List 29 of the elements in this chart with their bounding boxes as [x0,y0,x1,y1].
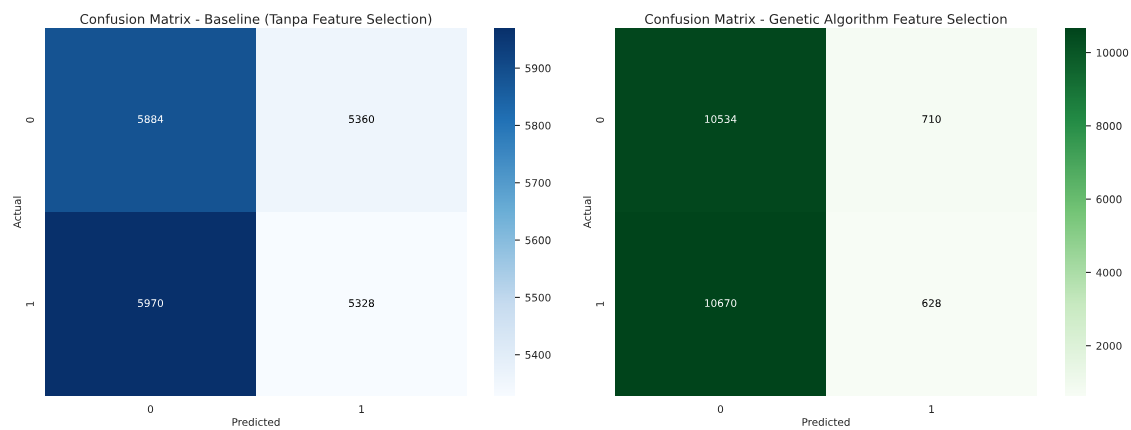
x-tick-label: 1 [929,405,934,413]
x-axis-title: Predicted [232,417,280,426]
data-label: 5970 [138,299,164,308]
color-bar-label: 6000 [1096,195,1122,204]
data-label: 710 [922,115,941,124]
color-bar-label: 4000 [1096,268,1122,277]
color-bar-label: 5800 [525,121,551,130]
x-tick-label: 0 [147,405,154,414]
y-axis-title: Actual [583,196,592,229]
color-bar-label: 5400 [525,350,551,359]
x-tick-label: 1 [359,405,364,413]
x-tick-label: 0 [717,405,724,414]
color-bar-label: 5700 [525,178,551,187]
color-bar-label: 2000 [1096,341,1122,350]
data-label: 5328 [349,299,375,308]
color-bar-label: 10000 [1096,48,1129,57]
chart-title: Confusion Matrix - Genetic Algorithm Feature Selection [645,13,1007,27]
x-axis-title: Predicted [802,417,850,426]
data-label: 10670 [705,299,737,308]
data-label: 5884 [138,115,164,124]
color-bar-label: 5500 [525,293,551,302]
color-bar-label: 5600 [525,236,551,245]
color-bar-label: 5900 [525,64,551,73]
color-bar-label: 8000 [1096,122,1122,130]
y-axis-title: Actual [13,196,22,229]
data-label: 5360 [349,115,375,124]
data-label: 628 [922,299,941,308]
data-label: 10534 [705,115,737,124]
chart-title: Confusion Matrix - Baseline (Tanpa Feature Selection) [80,13,432,27]
